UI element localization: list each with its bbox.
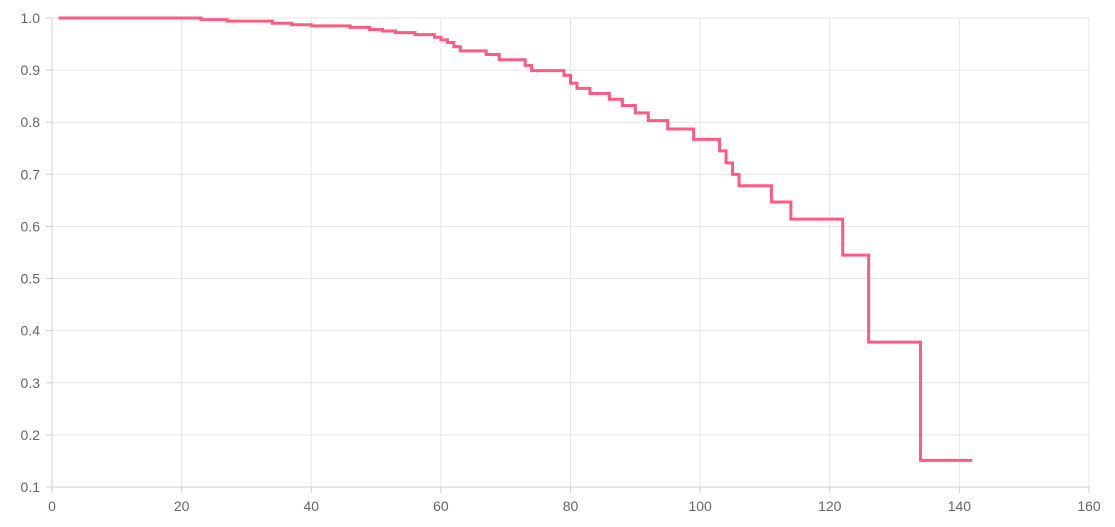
y-tick-label: 0.8 xyxy=(21,114,41,130)
y-tick-label: 0.5 xyxy=(21,271,41,287)
x-tick-label: 140 xyxy=(948,498,972,514)
y-tick-label: 1.0 xyxy=(21,10,41,26)
y-tick-label: 0.1 xyxy=(21,479,41,495)
y-tick-label: 0.6 xyxy=(21,218,41,234)
y-tick-label: 0.4 xyxy=(21,323,41,339)
x-tick-label: 40 xyxy=(303,498,319,514)
x-tick-label: 80 xyxy=(563,498,579,514)
x-tick-label: 60 xyxy=(433,498,449,514)
series-layer xyxy=(58,16,973,462)
x-tick-label: 160 xyxy=(1077,498,1101,514)
axes xyxy=(46,17,1090,493)
y-tick-label: 0.7 xyxy=(21,166,41,182)
grid-lines xyxy=(52,17,1090,488)
y-tick-label: 0.3 xyxy=(21,375,41,391)
x-tick-label: 0 xyxy=(48,498,56,514)
tick-labels: 0 20 40 60 80 100 120 140 160 1.0 0.9 0.8 0.7 0.6 0.5 0… xyxy=(21,10,1101,514)
y-tick-label: 0.2 xyxy=(21,427,41,443)
y-tick-label: 0.9 xyxy=(21,62,41,78)
survival-series-line xyxy=(58,16,973,462)
x-tick-label: 100 xyxy=(688,498,712,514)
x-tick-label: 20 xyxy=(174,498,190,514)
x-tick-label: 120 xyxy=(818,498,842,514)
